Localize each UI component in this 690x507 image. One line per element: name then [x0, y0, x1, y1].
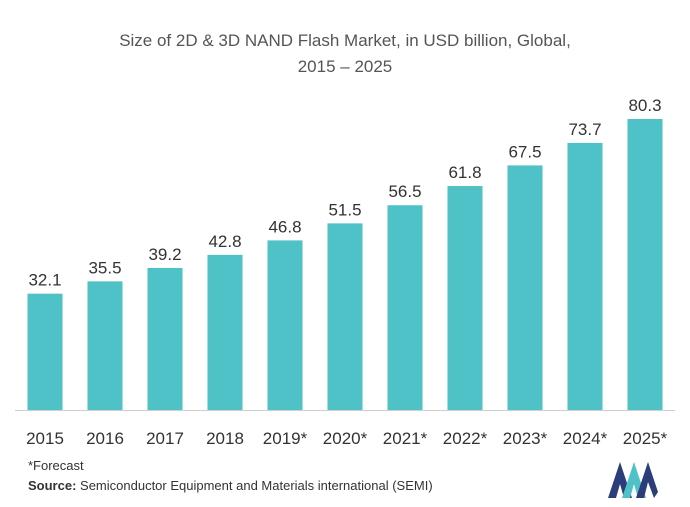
x-tick-label: 2015	[26, 429, 64, 448]
data-label: 51.5	[328, 200, 361, 219]
data-label: 73.7	[568, 120, 601, 139]
x-tick-label: 2016	[86, 429, 124, 448]
source-note: Source: Semiconductor Equipment and Mate…	[28, 478, 433, 493]
chart-title-line-1: Size of 2D & 3D NAND Flash Market, in US…	[119, 31, 571, 50]
bar-2025-forecast	[627, 119, 663, 410]
x-tick-label: 2019*	[263, 429, 308, 448]
bar-2022-forecast	[447, 186, 483, 410]
bar-2019-forecast	[267, 240, 303, 410]
data-label: 42.8	[208, 232, 241, 251]
bar-2024-forecast	[567, 142, 603, 411]
bar-2016	[87, 281, 123, 410]
x-tick-label: 2020*	[323, 429, 368, 448]
x-tick-label: 2022*	[443, 429, 488, 448]
bar-2015	[27, 293, 63, 410]
data-label: 32.1	[28, 271, 61, 290]
x-tick-label: 2023*	[503, 429, 548, 448]
forecast-footnote: *Forecast	[28, 458, 84, 473]
chart-title-line-2: 2015 – 2025	[297, 57, 393, 76]
data-label: 67.5	[508, 142, 541, 161]
x-tick-label: 2018	[206, 429, 244, 448]
x-tick-label: 2021*	[383, 429, 428, 448]
data-label: 46.8	[268, 217, 301, 236]
bar-2020-forecast	[327, 223, 363, 410]
bar-2021-forecast	[387, 205, 423, 410]
data-label: 35.5	[88, 258, 121, 277]
data-label: 80.3	[628, 96, 661, 115]
source-text: Semiconductor Equipment and Materials in…	[80, 478, 433, 493]
bar-2018	[207, 254, 243, 410]
chart-title: Size of 2D & 3D NAND Flash Market, in US…	[0, 28, 690, 80]
data-label: 39.2	[148, 245, 181, 264]
bar-2023-forecast	[507, 165, 543, 410]
source-label: Source:	[28, 478, 77, 493]
data-label: 61.8	[448, 163, 481, 182]
x-tick-label: 2025*	[623, 429, 668, 448]
mordor-intelligence-logo-icon	[608, 462, 658, 498]
x-tick-label: 2017	[146, 429, 184, 448]
x-tick-label: 2024*	[563, 429, 608, 448]
bar-2017	[147, 267, 183, 410]
data-label: 56.5	[388, 182, 421, 201]
